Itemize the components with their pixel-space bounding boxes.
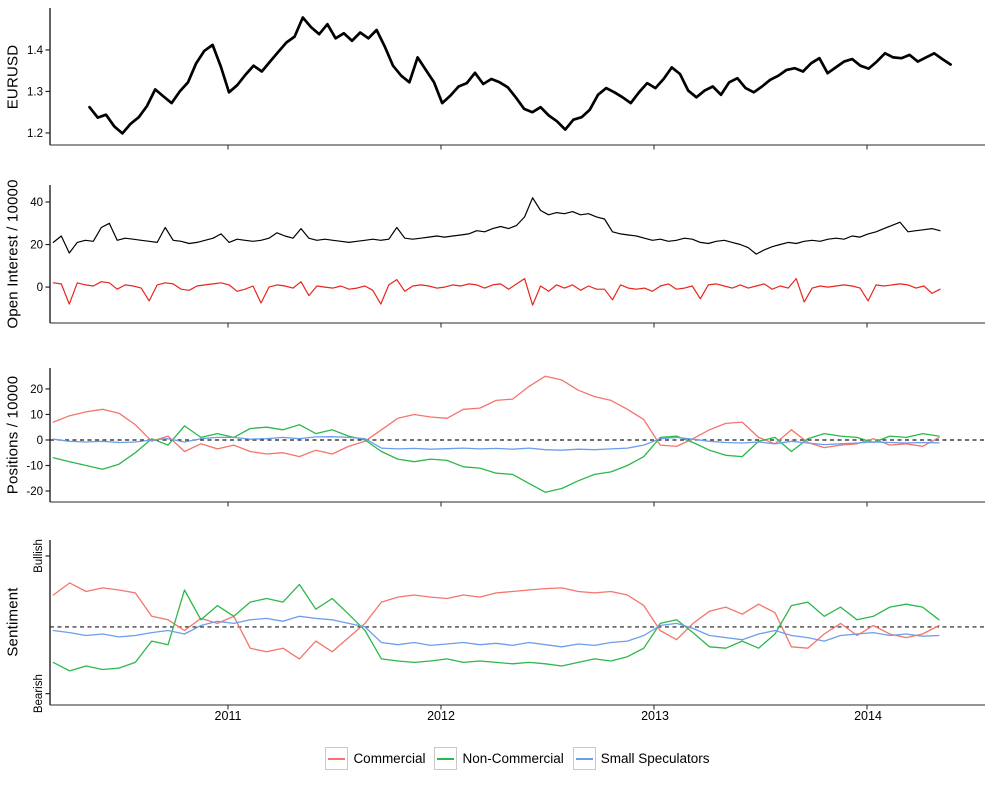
positions-series-non_commercial <box>52 424 940 493</box>
legend-label-commercial: Commercial <box>353 751 426 766</box>
price-y-tick-label: 1.3 <box>27 86 43 98</box>
positions-y-tick-label: 10 <box>30 409 43 421</box>
positions-series-small_speculators <box>52 436 940 451</box>
x-tick-label-2011: 2011 <box>214 709 242 723</box>
chart-canvas: 1.2 1.3 1.4 0 20 40 -20 -10 0 10 20 Bullish Bearish <box>26 8 985 713</box>
sentiment-series-non_commercial <box>52 583 940 672</box>
legend-item-non-commercial: Non-Commercial <box>434 747 564 770</box>
legend-item-small-speculators: Small Speculators <box>572 747 710 770</box>
price-y-tick-label: 1.4 <box>27 45 44 57</box>
legend-label-small-speculators: Small Speculators <box>600 751 710 766</box>
y-axis-title-sentiment: Sentiment <box>4 587 22 657</box>
open_interest-y-tick-label: 0 <box>37 282 43 294</box>
sentiment-y-tick-label: Bullish <box>33 539 45 573</box>
positions-y-tick-label: -10 <box>26 461 43 473</box>
positions-series-commercial <box>52 375 940 458</box>
y-axis-title-open-interest: Open Interest / 10000 <box>4 179 22 329</box>
legend-label-non-commercial: Non-Commercial <box>462 751 564 766</box>
positions-y-tick-label: 20 <box>30 384 43 396</box>
positions-y-tick-label: 0 <box>37 435 43 447</box>
sentiment-series-commercial <box>52 582 940 660</box>
sentiment-series-small_speculators <box>52 615 940 648</box>
y-axis-title-positions: Positions / 10000 <box>4 375 22 495</box>
x-tick-label-2013: 2013 <box>641 709 669 723</box>
positions-y-tick-label: -20 <box>26 486 43 498</box>
x-tick-label-2012: 2012 <box>427 709 455 723</box>
open_interest-series-total <box>52 197 941 255</box>
y-axis-title-eurusd: EURUSD <box>4 44 22 110</box>
legend: Commercial Non-Commercial Small Speculat… <box>0 747 1000 770</box>
legend-item-commercial: Commercial <box>325 747 425 770</box>
legend-key-non-commercial-line-icon <box>434 747 458 770</box>
open_interest-series-change <box>52 278 941 306</box>
price-y-tick-label: 1.2 <box>27 128 43 140</box>
open_interest-y-tick-label: 20 <box>30 240 43 252</box>
legend-key-commercial-line-icon <box>325 747 349 770</box>
price-series-eurusd <box>88 16 952 135</box>
x-tick-label-2014: 2014 <box>854 709 882 723</box>
open_interest-y-tick-label: 40 <box>30 197 43 209</box>
legend-key-small-speculators-line-icon <box>572 747 596 770</box>
sentiment-y-tick-label: Bearish <box>33 674 45 713</box>
